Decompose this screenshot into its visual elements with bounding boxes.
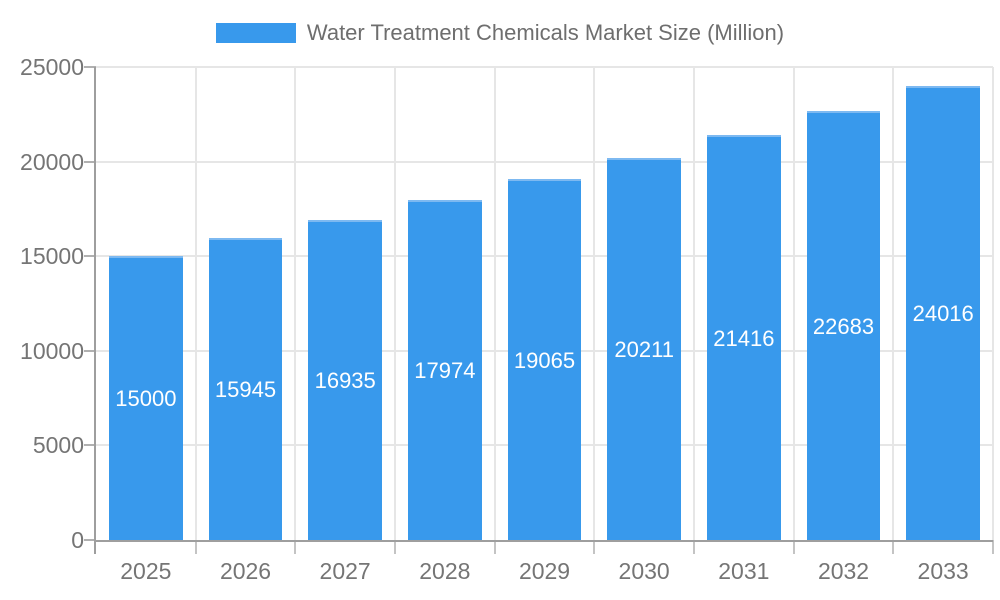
x-gridline-2: [294, 67, 297, 540]
x-tick-label-2027: 2027: [319, 558, 371, 584]
x-tick-label-2026: 2026: [219, 558, 272, 584]
bar-value-2027: 16935: [314, 368, 376, 393]
y-tick-label-15000: 15000: [20, 243, 84, 270]
bar-value-2032: 22683: [812, 313, 875, 339]
y-gridline-25000: [96, 66, 993, 68]
x-tick-label-2032: 2032: [817, 558, 870, 584]
y-tick-15000: [84, 255, 96, 258]
x-tick-label-2029: 2029: [518, 558, 571, 584]
bar-2026[interactable]: 15945: [208, 238, 283, 540]
y-axis-line: [94, 67, 96, 554]
plot-area: 0 5000 10000 15000 20000 25000 15000 2025 15945 2…: [20, 54, 994, 584]
y-tick-label-0: 0: [71, 527, 84, 553]
x-gridline-7: [792, 67, 795, 540]
x-tick-8: [892, 540, 895, 554]
bar-2028[interactable]: 17974: [408, 200, 482, 540]
y-tick-label-20000: 20000: [20, 148, 84, 175]
x-gridline-1: [194, 67, 197, 540]
bar-value-2033: 24016: [912, 301, 974, 326]
legend: Water Treatment Chemicals Market Size (M…: [0, 20, 1000, 46]
bar-value-2029: 19065: [513, 347, 576, 373]
bar-2032[interactable]: 22683: [806, 111, 881, 540]
bar-2027[interactable]: 16935: [308, 220, 383, 540]
bar-2029[interactable]: 19065: [507, 179, 582, 540]
x-gridline-8: [892, 67, 895, 540]
legend-swatch[interactable]: [215, 23, 296, 43]
x-gridline-4: [493, 67, 496, 540]
y-tick-0: [84, 539, 96, 541]
x-tick-label-2031: 2031: [718, 558, 770, 584]
x-gridline-6: [693, 67, 695, 540]
bar-value-2031: 21416: [713, 325, 775, 351]
x-tick-label-2030: 2030: [618, 558, 670, 584]
y-tick-20000: [84, 160, 96, 163]
x-tick-5: [593, 540, 596, 554]
bar-2033[interactable]: 24016: [906, 86, 981, 540]
y-tick-5000: [84, 444, 96, 447]
y-tick-label-5000: 5000: [32, 432, 84, 459]
x-tick-4: [493, 540, 496, 554]
x-gridline-9: [992, 67, 994, 540]
chart-title: Water Treatment Chemicals Market Size (M…: [306, 20, 785, 45]
y-tick-label-25000: 25000: [20, 54, 84, 80]
bar-2025[interactable]: 15000: [109, 256, 183, 540]
bar-2030[interactable]: 20211: [607, 158, 682, 540]
bar-2031[interactable]: 21416: [707, 135, 781, 540]
x-gridline-5: [593, 67, 596, 540]
x-tick-label-2028: 2028: [419, 558, 471, 584]
x-axis-line: [94, 540, 993, 542]
y-tick-25000: [84, 66, 96, 68]
y-tick-10000: [84, 349, 96, 352]
y-gridline-20000: [96, 160, 993, 163]
bar-value-2025: 15000: [115, 386, 177, 411]
x-tick-9: [992, 540, 994, 554]
bar-value-2028: 17974: [414, 358, 476, 383]
x-gridline-3: [394, 67, 396, 540]
x-tick-2: [294, 540, 297, 554]
bar-value-2026: 15945: [214, 377, 277, 402]
x-tick-label-2025: 2025: [120, 558, 172, 584]
x-tick-6: [693, 540, 695, 554]
bar-value-2030: 20211: [614, 337, 674, 362]
x-tick-7: [792, 540, 795, 554]
x-tick-label-2033: 2033: [917, 558, 969, 584]
y-tick-label-10000: 10000: [20, 337, 84, 364]
x-tick-1: [194, 540, 197, 554]
x-tick-3: [394, 540, 396, 554]
